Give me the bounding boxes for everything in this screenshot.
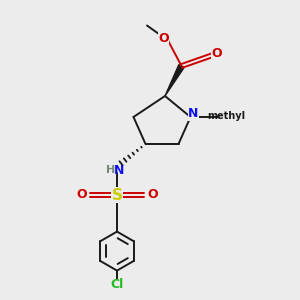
Polygon shape — [165, 64, 184, 96]
Text: O: O — [212, 47, 222, 61]
Text: H: H — [106, 165, 115, 175]
Text: N: N — [188, 107, 199, 120]
Text: O: O — [158, 32, 169, 45]
Text: methyl: methyl — [207, 111, 246, 122]
Text: Cl: Cl — [110, 278, 124, 291]
Text: O: O — [147, 188, 158, 202]
Text: N: N — [114, 164, 124, 177]
Text: O: O — [76, 188, 87, 202]
Text: S: S — [112, 188, 122, 202]
